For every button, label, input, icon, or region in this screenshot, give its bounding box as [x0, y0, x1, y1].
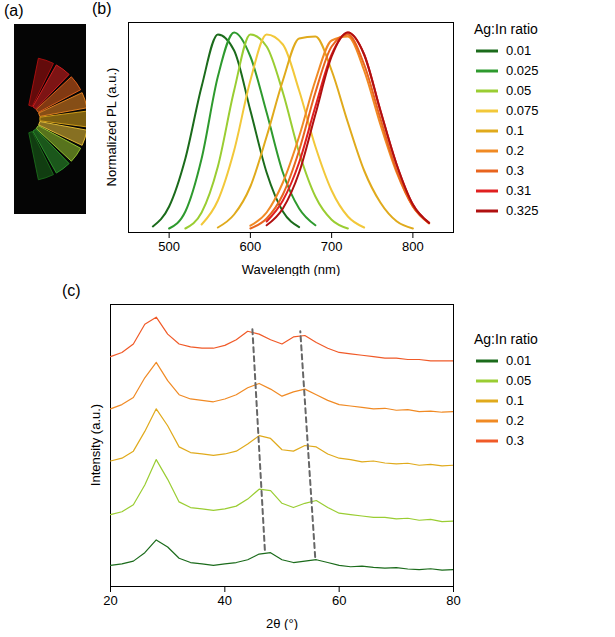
svg-text:500: 500	[158, 239, 180, 254]
html-text:Ag:In ratio: Ag:In ratio	[474, 21, 538, 37]
html-text:0.31: 0.31	[506, 183, 532, 198]
svg-text:800: 800	[402, 239, 424, 254]
html-text:0.2: 0.2	[506, 143, 525, 158]
html-text:(a): (a)	[4, 2, 24, 19]
html-text:0.325: 0.325	[506, 203, 539, 218]
html-text:Normalized PL (a.u.): Normalized PL (a.u.)	[104, 67, 119, 187]
svg-text:20: 20	[103, 593, 117, 608]
html-text:0.1: 0.1	[506, 393, 525, 408]
html-text:(c): (c)	[62, 282, 81, 299]
html-text:0.3: 0.3	[506, 433, 525, 448]
html-text:0.01: 0.01	[506, 43, 532, 58]
html-text:0.01: 0.01	[506, 353, 532, 368]
html-text:0.05: 0.05	[506, 373, 532, 388]
html-text:0.05: 0.05	[506, 83, 532, 98]
svg-text:Wavelength (nm): Wavelength (nm)	[242, 262, 341, 277]
html-text:Intensity (a.u.): Intensity (a.u.)	[88, 403, 103, 487]
svg-text:700: 700	[321, 239, 343, 254]
svg-text:60: 60	[332, 593, 346, 608]
html-text:0.3: 0.3	[506, 163, 525, 178]
html-text:0.1: 0.1	[506, 123, 525, 138]
html-text:0.2: 0.2	[506, 413, 525, 428]
html-text:Ag:In ratio: Ag:In ratio	[474, 331, 538, 347]
svg-text:80: 80	[446, 593, 460, 608]
html-text:(b): (b)	[92, 0, 112, 17]
svg-text:2θ (°): 2θ (°)	[266, 616, 298, 631]
svg-text:40: 40	[218, 593, 232, 608]
html-text:0.075: 0.075	[506, 103, 539, 118]
svg-text:600: 600	[240, 239, 262, 254]
html-text:0.025: 0.025	[506, 63, 539, 78]
